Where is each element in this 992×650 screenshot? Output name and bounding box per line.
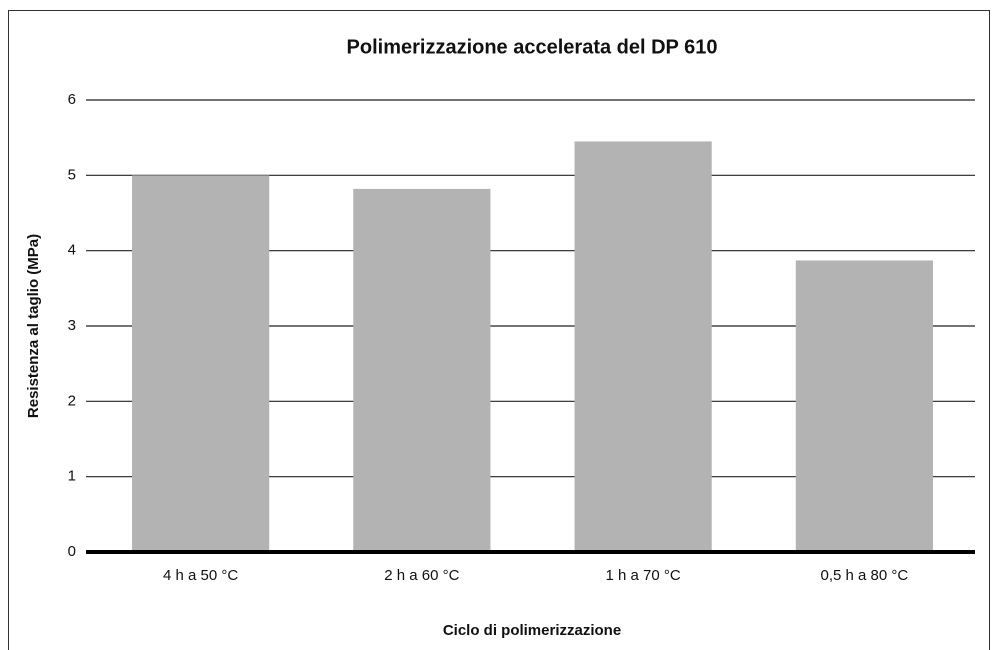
y-tick-label: 2: [68, 392, 76, 409]
bar: [132, 175, 270, 553]
bar: [795, 260, 933, 552]
y-tick-label: 3: [68, 317, 76, 334]
y-tick-label: 0: [68, 543, 76, 560]
y-axis-title: Resistenza al taglio (MPa): [25, 234, 42, 418]
chart-frame: [8, 10, 990, 650]
x-tick-label: 0,5 h a 80 °C: [821, 567, 909, 584]
bar: [353, 188, 491, 553]
y-tick-label: 4: [68, 242, 76, 259]
x-tick-label: 1 h a 70 °C: [606, 567, 681, 584]
y-tick-label: 1: [68, 468, 76, 485]
y-tick-label: 5: [68, 166, 76, 183]
bar: [574, 141, 712, 552]
x-tick-label: 4 h a 50 °C: [163, 567, 238, 584]
x-tick-label: 2 h a 60 °C: [384, 567, 459, 584]
x-axis-title: Ciclo di polimerizzazione: [443, 622, 621, 639]
chart-title: Polimerizzazione accelerata del DP 610: [347, 36, 718, 58]
y-tick-label: 6: [68, 91, 76, 108]
